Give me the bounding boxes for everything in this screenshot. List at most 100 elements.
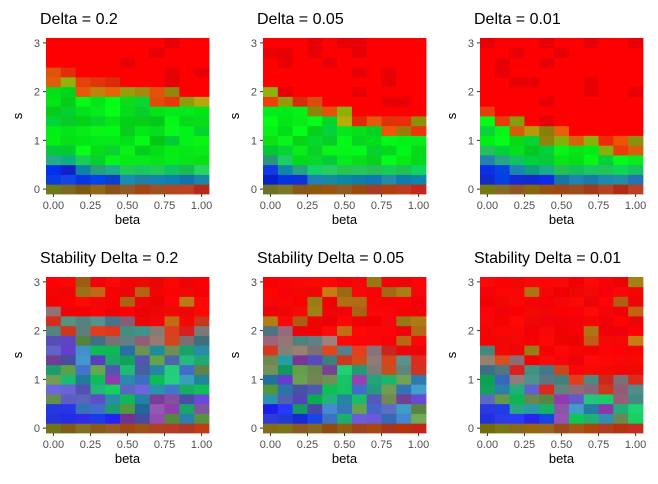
heatmap-cell [75,125,91,136]
heatmap-cell [351,296,368,307]
heatmap-cell [583,286,599,297]
heatmap-cell [554,296,570,307]
heatmap-cell [524,364,540,375]
heatmap-cell [381,57,397,68]
heatmap-cell [134,125,151,136]
heatmap-cell [480,325,496,336]
y-tick-label: 0 [468,423,474,435]
heatmap-cell [396,67,412,78]
heatmap-cell [277,384,294,395]
heatmap-cell [494,38,511,49]
heatmap-cell [554,423,570,434]
heatmap-cell [120,96,136,107]
heatmap-cell [568,364,585,375]
heatmap-cell [263,296,279,307]
heatmap-cell [539,47,555,58]
heatmap-cell [75,374,91,385]
heatmap-cell [292,164,308,175]
heatmap-cell [277,423,294,434]
heatmap-cell [554,413,570,424]
heatmap-cell [351,394,368,405]
heatmap-cell [46,286,62,297]
heatmap-cell [120,306,136,317]
heatmap-cell [105,47,121,58]
heatmap-cell [396,355,412,366]
heatmap-cell [411,96,427,107]
heatmap-cell [75,164,91,175]
heatmap-cell [60,77,77,88]
heatmap-cell [337,413,353,424]
heatmap-cell [90,86,106,97]
heatmap-cell [509,67,525,78]
heatmap-cell [351,184,368,195]
heatmap-cell [480,174,496,185]
heatmap-cell [539,96,555,107]
heatmap-cell [164,96,180,107]
heatmap-cell [292,67,308,78]
heatmap-cell [277,277,294,288]
heatmap-cell [194,86,210,97]
heatmap-cell [381,125,397,136]
heatmap-cell [149,38,165,49]
heatmap-cell [524,384,540,395]
heatmap-cell [628,125,644,136]
heatmap-cell [568,106,585,117]
heatmap-cell [524,38,540,49]
heatmap-cell [194,306,210,317]
heatmap-cell [46,174,62,185]
heatmap-cell [583,155,599,166]
heatmap-cell [337,57,353,68]
heatmap-cell [292,374,308,385]
heatmap-cell [277,77,294,88]
heatmap-cell [164,335,180,346]
heatmap-cell [307,335,323,346]
heatmap-cell [583,306,599,317]
heatmap-cell [524,335,540,346]
heatmap-cell [411,125,427,136]
heatmap-cell [337,106,353,117]
heatmap-cell [554,86,570,97]
heatmap-cell [292,135,308,146]
heatmap-cell [90,316,106,327]
heatmap-cell [598,125,614,136]
heatmap-cell [628,374,644,385]
heatmap-cell [381,174,397,185]
heatmap-cell [613,164,629,175]
heatmap-cell [322,125,338,136]
heatmap-cell [120,77,136,88]
heatmap-cell [524,413,540,424]
heatmap-cell [554,96,570,107]
heatmap-cell [105,277,121,288]
heatmap-cell [60,116,77,127]
heatmap-cell [307,296,323,307]
heatmap-cell [554,116,570,127]
heatmap-cell [568,164,585,175]
heatmap-cell [194,296,210,307]
panel-title: Delta = 0.05 [257,11,344,28]
heatmap-cell [598,135,614,146]
heatmap-panel: Delta = 0.05 0.00 0.25 0.50 0.75 1.00 0 1 2 3 beta… [227,11,429,227]
heatmap-cell [60,164,77,175]
heatmap-cell [322,38,338,49]
heatmap-cell [568,286,585,297]
heatmap-cell [509,77,525,88]
heatmap-cell [134,106,151,117]
heatmap-cell [583,125,599,136]
heatmap-cell [351,86,368,97]
heatmap-cell [337,184,353,195]
x-tick-label: 0.50 [334,439,355,451]
heatmap-cell [337,384,353,395]
heatmap-cell [277,86,294,97]
x-axis-label: beta [115,212,141,227]
heatmap-cell [90,135,106,146]
heatmap-cell [554,67,570,78]
heatmap-cell [194,174,210,185]
heatmap-cell [337,345,353,356]
heatmap-cell [75,96,91,107]
heatmap-cell [598,345,614,356]
heatmap-cell [583,96,599,107]
heatmap-cell [120,47,136,58]
heatmap-cell [554,345,570,356]
x-tick-label: 1.00 [191,439,212,451]
heatmap-cell [164,355,180,366]
